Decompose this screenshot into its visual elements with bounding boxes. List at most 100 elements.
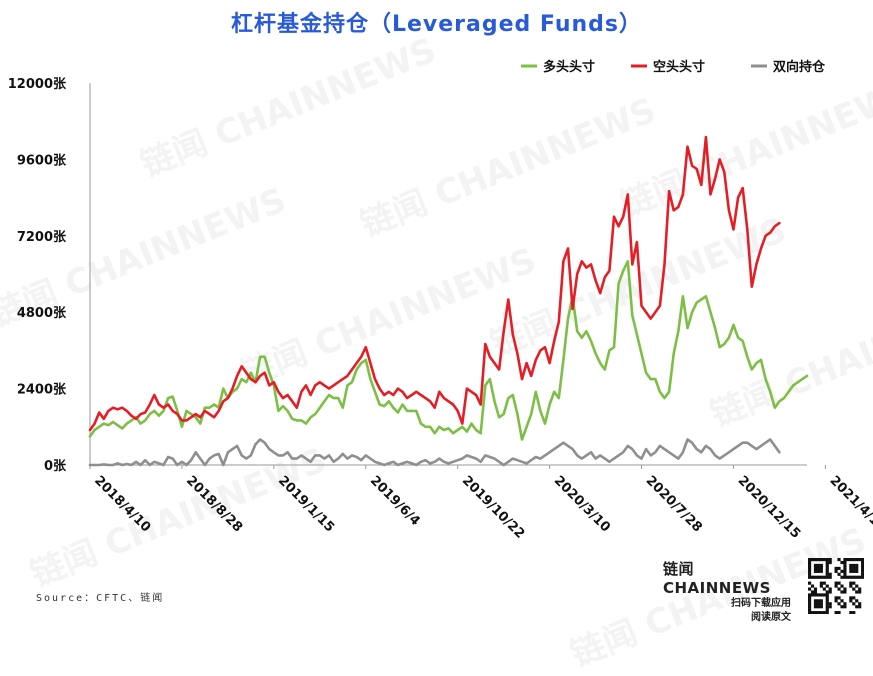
qr-module	[808, 599, 812, 603]
qr-module	[861, 566, 864, 570]
qr-module	[825, 590, 829, 594]
qr-module	[843, 587, 847, 591]
qr-module	[822, 581, 826, 585]
brand-read-text: 阅读原文	[751, 612, 791, 623]
x-tick-label: 2019/6/4	[367, 473, 423, 529]
qr-module	[825, 560, 829, 565]
qr-module	[810, 611, 815, 614]
qr-module	[858, 558, 862, 562]
qr-module	[843, 572, 847, 576]
qr-module	[813, 605, 818, 609]
qr-module	[855, 590, 859, 594]
qr-module	[819, 569, 823, 573]
source-note: Source：CFTC、链闻	[36, 593, 165, 604]
qr-module	[825, 575, 829, 579]
qr-module	[825, 572, 829, 576]
qr-module	[808, 569, 812, 573]
qr-module	[828, 602, 832, 606]
qr-module	[849, 581, 853, 585]
y-tick-label: 4800张	[17, 306, 67, 321]
qr-module	[849, 611, 853, 614]
qr-module	[828, 572, 832, 576]
qr-module	[808, 558, 812, 562]
qr-module	[825, 605, 829, 609]
x-tick-label: 2018/4/10	[91, 473, 153, 535]
qr-module	[813, 590, 818, 594]
qr-module	[808, 566, 812, 570]
qr-module	[825, 593, 829, 597]
legend-label: 多头头寸	[543, 59, 595, 75]
qr-module	[858, 587, 862, 591]
qr-module	[816, 566, 820, 570]
x-tick-label: 2018/8/28	[183, 473, 245, 535]
y-tick-label: 7200张	[17, 230, 67, 245]
brand-name: 链闻 CHAINNEWS	[663, 560, 771, 597]
qr-module	[855, 566, 859, 570]
qr-module	[852, 602, 856, 606]
qr-module	[837, 611, 841, 614]
legend-label: 双向持仓	[773, 59, 826, 75]
x-tick-label: 2019/10/22	[459, 473, 527, 541]
chart-title: 杠杆基金持仓（Leveraged Funds）	[230, 12, 643, 37]
qr-module	[808, 596, 812, 600]
qr-module	[843, 569, 847, 573]
qr-module	[825, 608, 829, 612]
qr-module	[819, 593, 823, 597]
qr-module	[816, 558, 820, 562]
x-tick-label: 2020/3/10	[551, 473, 613, 535]
qr-module	[855, 569, 859, 573]
series-line	[88, 259, 809, 441]
qr-module	[849, 558, 853, 562]
qr-module	[813, 566, 818, 570]
qr-module	[837, 587, 841, 591]
qr-module	[843, 605, 847, 609]
qr-module	[819, 575, 823, 579]
qr-module	[813, 587, 818, 591]
qr-module	[816, 599, 820, 603]
qr-module	[810, 558, 815, 562]
qr-module	[846, 575, 850, 579]
qr-module	[843, 560, 847, 565]
qr-module	[816, 563, 820, 568]
qr-module	[834, 581, 838, 585]
qr-module	[861, 575, 864, 579]
qr-module	[849, 575, 853, 579]
qr-module	[840, 590, 844, 594]
qr-module	[819, 599, 823, 603]
qr-module	[828, 575, 832, 579]
qr-code-icon[interactable]	[808, 558, 864, 614]
qr-module	[849, 566, 853, 570]
qr-module	[849, 596, 853, 600]
qr-module	[852, 575, 856, 579]
qr-module	[816, 611, 820, 614]
qr-module	[813, 563, 818, 568]
qr-module	[855, 605, 859, 609]
qr-module	[828, 605, 832, 609]
qr-module	[816, 575, 820, 579]
qr-module	[858, 605, 862, 609]
x-tick-label: 2020/7/28	[643, 473, 705, 535]
qr-module	[852, 558, 856, 562]
qr-module	[840, 584, 844, 588]
qr-module	[813, 611, 818, 614]
y-tick-label: 12000张	[8, 77, 67, 92]
qr-module	[861, 569, 864, 573]
qr-module	[825, 566, 829, 570]
legend-label: 空头头寸	[653, 59, 705, 75]
qr-module	[855, 599, 859, 603]
qr-module	[825, 611, 829, 614]
qr-module	[810, 575, 815, 579]
qr-module	[825, 558, 829, 562]
qr-module	[813, 593, 818, 597]
qr-module	[843, 566, 847, 570]
qr-module	[819, 563, 823, 568]
qr-module	[819, 602, 823, 606]
qr-module	[816, 602, 820, 606]
qr-module	[808, 605, 812, 609]
qr-module	[855, 558, 859, 562]
qr-module	[828, 590, 832, 594]
qr-module	[808, 602, 812, 606]
qr-module	[819, 584, 823, 588]
qr-module	[828, 558, 832, 562]
qr-module	[837, 566, 841, 570]
